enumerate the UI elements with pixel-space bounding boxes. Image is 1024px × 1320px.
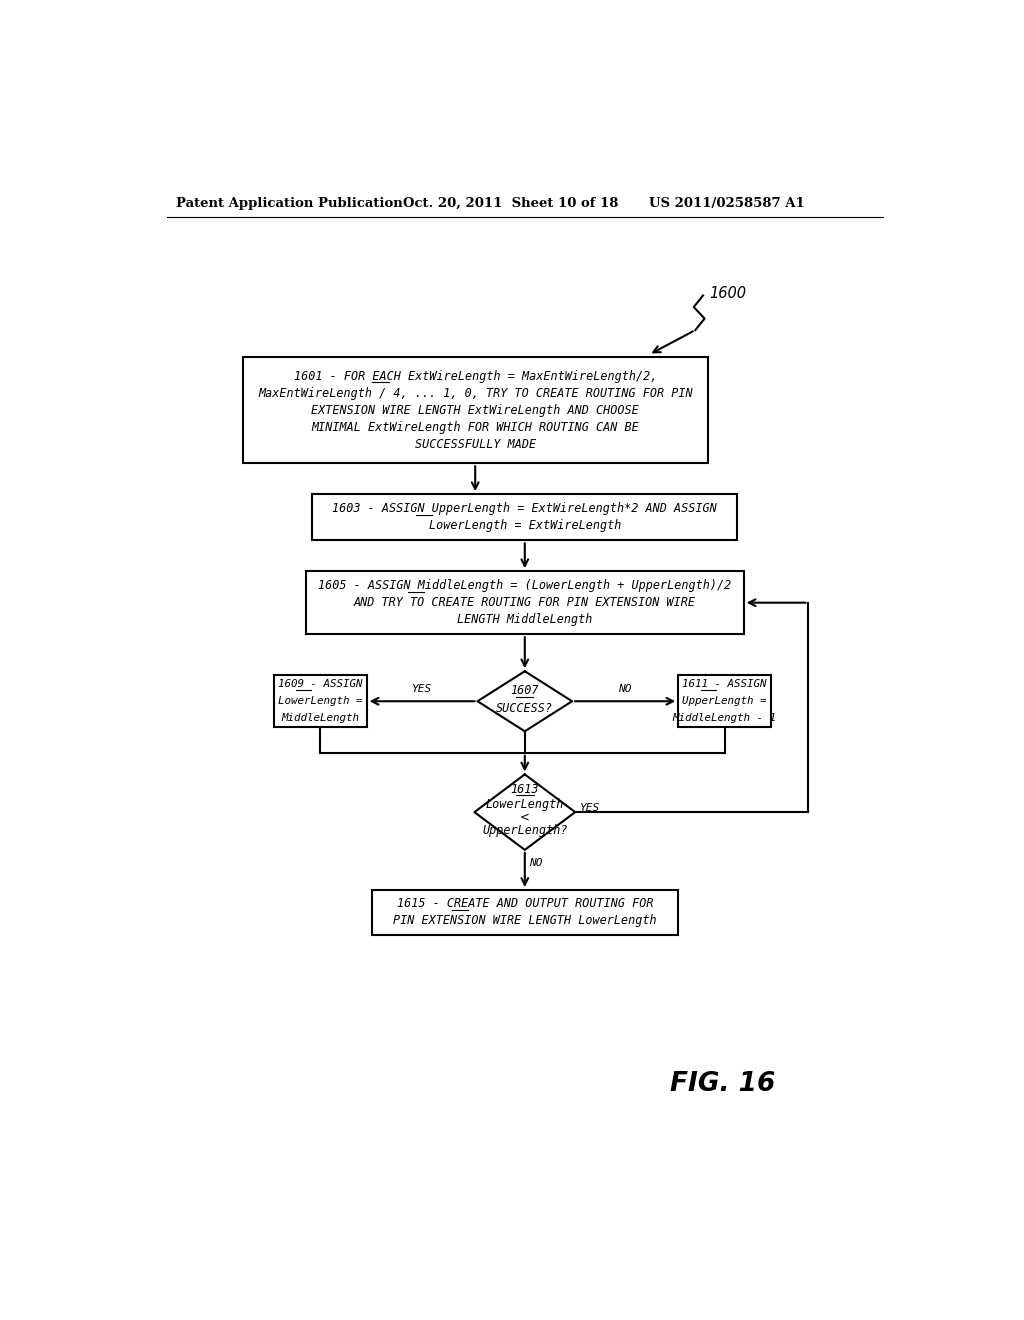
Text: LowerLength = ExtWireLength: LowerLength = ExtWireLength	[429, 519, 621, 532]
Text: PIN EXTENSION WIRE LENGTH LowerLength: PIN EXTENSION WIRE LENGTH LowerLength	[393, 915, 656, 927]
Text: MINIMAL ExtWireLength FOR WHICH ROUTING CAN BE: MINIMAL ExtWireLength FOR WHICH ROUTING …	[311, 421, 639, 434]
Text: NO: NO	[618, 684, 632, 694]
Bar	[372, 890, 678, 935]
Text: FIG. 16: FIG. 16	[671, 1071, 776, 1097]
Bar	[312, 494, 737, 540]
Bar	[243, 358, 708, 463]
Text: US 2011/0258587 A1: US 2011/0258587 A1	[649, 197, 805, 210]
Bar	[306, 572, 743, 635]
Text: LowerLength =: LowerLength =	[278, 696, 362, 706]
Text: UpperLength?: UpperLength?	[482, 824, 567, 837]
Text: LowerLength: LowerLength	[485, 797, 564, 810]
Text: UpperLength =: UpperLength =	[683, 696, 767, 706]
Bar	[678, 675, 771, 727]
Text: Oct. 20, 2011  Sheet 10 of 18: Oct. 20, 2011 Sheet 10 of 18	[403, 197, 618, 210]
Text: Patent Application Publication: Patent Application Publication	[176, 197, 402, 210]
Bar	[273, 675, 367, 727]
Text: 1603 - ASSIGN UpperLength = ExtWireLength*2 AND ASSIGN: 1603 - ASSIGN UpperLength = ExtWireLengt…	[333, 502, 717, 515]
Text: 1611 - ASSIGN: 1611 - ASSIGN	[683, 680, 767, 689]
Text: YES: YES	[580, 803, 600, 813]
Text: MiddleLength - 1: MiddleLength - 1	[673, 713, 777, 723]
Text: 1615 - CREATE AND OUTPUT ROUTING FOR: 1615 - CREATE AND OUTPUT ROUTING FOR	[396, 898, 653, 911]
Text: 1607: 1607	[511, 684, 539, 697]
Text: SUCCESS?: SUCCESS?	[497, 702, 553, 715]
Text: EXTENSION WIRE LENGTH ExtWireLength AND CHOOSE: EXTENSION WIRE LENGTH ExtWireLength AND …	[311, 404, 639, 417]
Text: MaxEntWireLength / 4, ... 1, 0, TRY TO CREATE ROUTING FOR PIN: MaxEntWireLength / 4, ... 1, 0, TRY TO C…	[258, 387, 692, 400]
Text: 1605 - ASSIGN MiddleLength = (LowerLength + UpperLength)/2: 1605 - ASSIGN MiddleLength = (LowerLengt…	[318, 579, 731, 593]
Text: 1613: 1613	[511, 783, 539, 796]
Text: NO: NO	[529, 858, 543, 867]
Text: YES: YES	[412, 684, 432, 694]
Text: MiddleLength: MiddleLength	[282, 713, 359, 723]
Text: LENGTH MiddleLength: LENGTH MiddleLength	[457, 612, 593, 626]
Text: SUCCESSFULLY MADE: SUCCESSFULLY MADE	[415, 437, 536, 450]
Text: AND TRY TO CREATE ROUTING FOR PIN EXTENSION WIRE: AND TRY TO CREATE ROUTING FOR PIN EXTENS…	[354, 597, 695, 610]
Text: 1601 - FOR EACH ExtWireLength = MaxEntWireLength/2,: 1601 - FOR EACH ExtWireLength = MaxEntWi…	[294, 370, 656, 383]
Text: <: <	[520, 810, 529, 824]
Text: 1609 - ASSIGN: 1609 - ASSIGN	[278, 680, 362, 689]
Text: 1600: 1600	[710, 286, 746, 301]
